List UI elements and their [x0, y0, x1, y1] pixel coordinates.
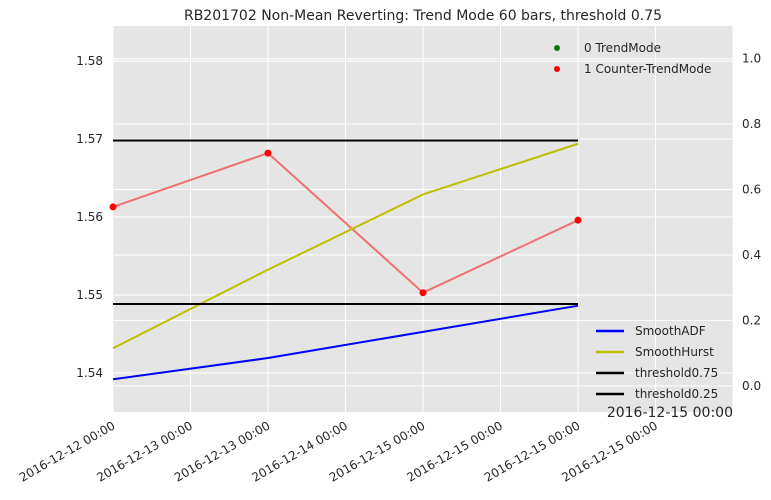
right-tick-label: 0.4 [742, 248, 761, 262]
left-tick-label: 1.57 [76, 132, 103, 146]
legend-label: SmoothADF [635, 324, 706, 338]
scatter-point [109, 203, 117, 211]
right-axis-ticks: 0.0 0.2 0.4 0.6 0.8 1.0 [742, 52, 761, 393]
scatter-point [419, 289, 427, 297]
series-line-smoothadf [112, 304, 579, 381]
right-tick-label: 0.6 [742, 183, 761, 197]
x-offset-label: 2016-12-15 00:00 [607, 405, 733, 421]
right-tick-label: 0.0 [742, 379, 761, 393]
left-tick-label: 1.54 [76, 366, 103, 380]
legend-marker [554, 45, 560, 51]
right-tick-label: 0.8 [742, 117, 761, 131]
scatter-points [109, 149, 582, 297]
price-line [112, 151, 579, 294]
scatter-point [264, 149, 272, 157]
left-tick-label: 1.55 [76, 288, 103, 302]
right-tick-label: 0.2 [742, 313, 761, 327]
legend-marker [554, 66, 560, 72]
legend-bottom: SmoothADF SmoothHurst threshold0.75 thresho… [596, 324, 718, 401]
series-lines [112, 139, 579, 381]
legend-label: threshold0.75 [635, 366, 718, 380]
right-tick-label: 1.0 [742, 52, 761, 66]
legend-label: 1 Counter-TrendMode [584, 62, 711, 76]
series-line-smoothhurst [112, 142, 579, 350]
left-tick-label: 1.58 [76, 54, 103, 68]
legend-label: 0 TrendMode [584, 41, 661, 55]
left-tick-label: 1.56 [76, 210, 103, 224]
legend-label: threshold0.25 [635, 387, 718, 401]
left-axis-ticks: 1.54 1.55 1.56 1.57 1.58 [76, 54, 103, 380]
chart-title: RB201702 Non-Mean Reverting: Trend Mode … [184, 8, 662, 24]
legend-top: 0 TrendMode 1 Counter-TrendMode [554, 41, 711, 76]
scatter-point [574, 216, 582, 224]
legend-label: SmoothHurst [635, 345, 714, 359]
